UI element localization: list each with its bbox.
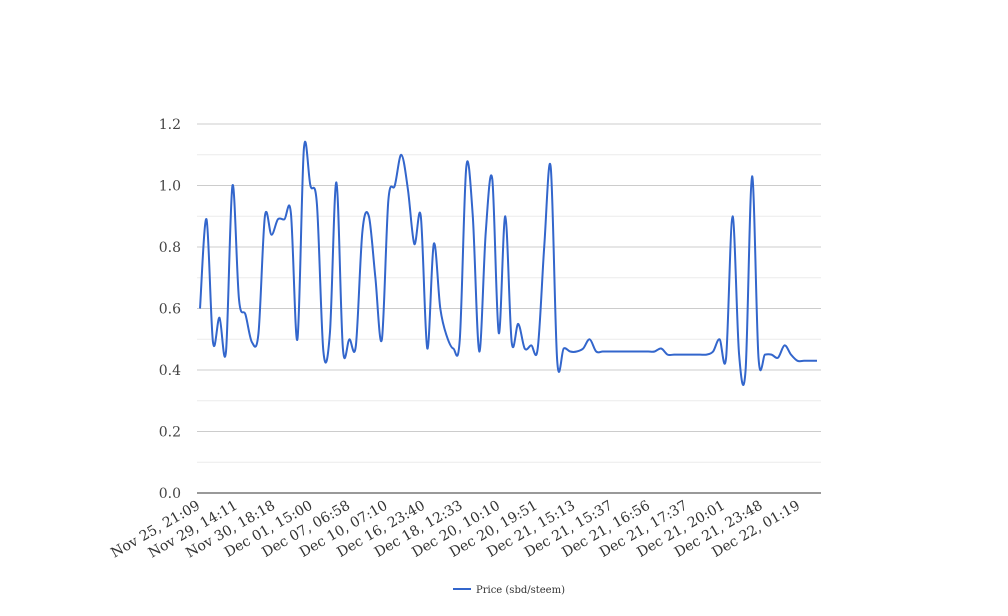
y-tick-label: 0.2 bbox=[159, 425, 181, 441]
legend: Price (sbd/steem) bbox=[453, 585, 565, 596]
y-tick-label: 0.6 bbox=[159, 302, 181, 318]
y-tick-label: 1.2 bbox=[159, 117, 181, 133]
y-tick-label: 1.0 bbox=[159, 179, 181, 195]
legend-label: Price (sbd/steem) bbox=[476, 585, 565, 596]
y-tick-label: 0.4 bbox=[159, 363, 181, 379]
series-group bbox=[199, 140, 817, 386]
y-axis-ticks: 0.0 0.2 0.4 0.6 0.8 1.0 1.2 bbox=[159, 117, 181, 502]
y-tick-label: 0.0 bbox=[159, 486, 181, 502]
y-tick-label: 0.8 bbox=[159, 240, 181, 256]
series-line-price bbox=[199, 140, 817, 386]
